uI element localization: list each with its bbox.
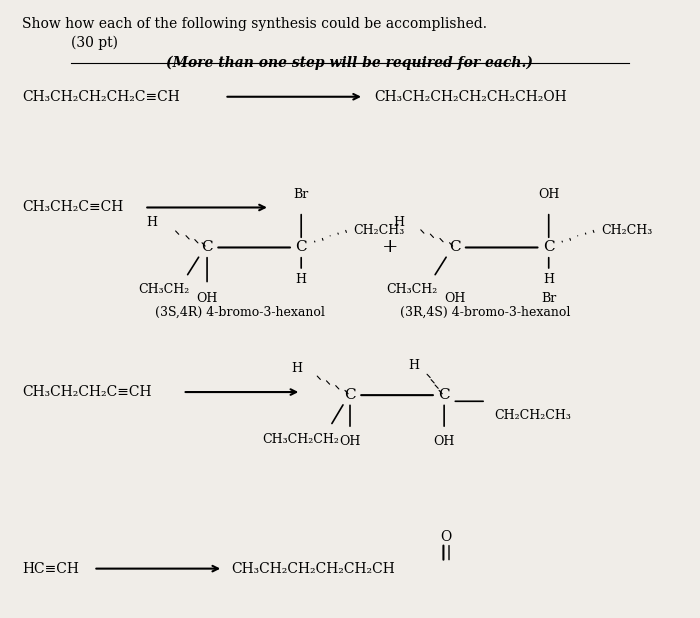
Text: O: O xyxy=(440,530,452,544)
Text: Show how each of the following synthesis could be accomplished.: Show how each of the following synthesis… xyxy=(22,17,487,31)
Text: OH: OH xyxy=(444,292,466,305)
Text: C: C xyxy=(344,388,356,402)
Text: CH₂CH₃: CH₂CH₃ xyxy=(354,224,405,237)
Text: Br: Br xyxy=(541,292,556,305)
Text: C: C xyxy=(202,240,213,255)
Text: +: + xyxy=(382,239,399,256)
Text: H: H xyxy=(146,216,157,229)
Text: (More than one step will be required for each.): (More than one step will be required for… xyxy=(167,56,533,70)
Text: CH₃CH₂CH₂CH₂C≡CH: CH₃CH₂CH₂CH₂C≡CH xyxy=(22,90,180,104)
Text: CH₃CH₂C≡CH: CH₃CH₂C≡CH xyxy=(22,200,124,214)
Text: C: C xyxy=(438,388,450,402)
Text: CH₃CH₂CH₂: CH₃CH₂CH₂ xyxy=(262,433,340,446)
Text: H: H xyxy=(295,273,307,286)
Text: OH: OH xyxy=(197,292,218,305)
Text: H: H xyxy=(393,216,405,229)
Text: Br: Br xyxy=(293,188,309,201)
Text: C: C xyxy=(543,240,554,255)
Text: H: H xyxy=(292,362,302,375)
Text: OH: OH xyxy=(538,188,559,201)
Text: C: C xyxy=(449,240,461,255)
Text: HC≡CH: HC≡CH xyxy=(22,562,79,575)
Text: (3S,4R) 4-bromo-3-hexanol: (3S,4R) 4-bromo-3-hexanol xyxy=(155,305,325,318)
Text: C: C xyxy=(295,240,307,255)
Text: OH: OH xyxy=(340,435,360,448)
Text: (3R,4S) 4-bromo-3-hexanol: (3R,4S) 4-bromo-3-hexanol xyxy=(400,305,570,318)
Text: CH₃CH₂: CH₃CH₂ xyxy=(386,283,438,296)
Text: CH₃CH₂CH₂C≡CH: CH₃CH₂CH₂C≡CH xyxy=(22,385,152,399)
Text: OH: OH xyxy=(433,435,455,448)
Text: CH₂CH₂CH₃: CH₂CH₂CH₃ xyxy=(494,408,571,421)
Text: CH₃CH₂: CH₃CH₂ xyxy=(139,283,190,296)
Text: H: H xyxy=(409,359,420,372)
Text: CH₃CH₂CH₂CH₂CH₂CH: CH₃CH₂CH₂CH₂CH₂CH xyxy=(232,562,396,575)
Text: CH₃CH₂CH₂CH₂CH₂CH₂OH: CH₃CH₂CH₂CH₂CH₂CH₂OH xyxy=(374,90,567,104)
Text: H: H xyxy=(543,273,554,286)
Text: (30 pt): (30 pt) xyxy=(71,35,118,49)
Text: CH₂CH₃: CH₂CH₃ xyxy=(601,224,652,237)
